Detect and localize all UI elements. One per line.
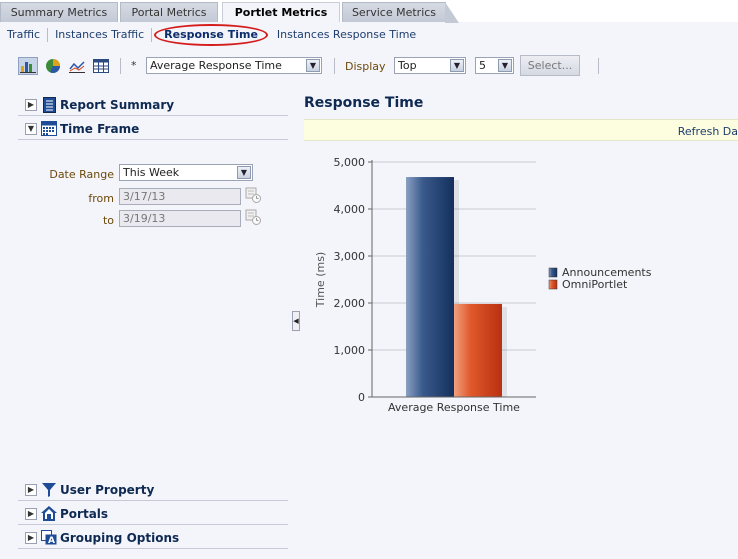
tab-portlet-metrics[interactable]: Portlet Metrics bbox=[222, 2, 340, 22]
grouping-options-header[interactable]: ▶ A Grouping Options bbox=[18, 527, 288, 549]
y-tick-label: 5,000 bbox=[334, 156, 366, 169]
y-tick-label: 3,000 bbox=[334, 250, 366, 263]
line-chart-icon[interactable] bbox=[67, 57, 87, 75]
toolbar-divider bbox=[334, 58, 335, 74]
svg-text:A: A bbox=[48, 536, 55, 545]
report-summary-header[interactable]: ▶ Report Summary bbox=[18, 94, 288, 116]
bar-announcements bbox=[406, 177, 454, 397]
panel-splitter-handle[interactable]: ◀ bbox=[292, 311, 300, 331]
to-date-field[interactable]: 3/19/13 bbox=[119, 210, 241, 227]
portals-header[interactable]: ▶ Portals bbox=[18, 503, 288, 525]
pie-chart-icon[interactable] bbox=[43, 57, 63, 75]
chevron-down-icon: ▼ bbox=[306, 59, 320, 72]
tab-edge bbox=[445, 2, 459, 23]
user-property-title: User Property bbox=[60, 482, 155, 497]
from-label: from bbox=[88, 192, 114, 205]
time-frame-title: Time Frame bbox=[60, 121, 140, 136]
filter-icon bbox=[41, 482, 57, 498]
metric-select[interactable]: Average Response Time ▼ bbox=[146, 57, 322, 74]
legend-label: OmniPortlet bbox=[562, 278, 628, 291]
legend-swatch bbox=[548, 267, 558, 278]
date-picker-icon[interactable] bbox=[245, 209, 261, 225]
tab-label: Service Metrics bbox=[351, 6, 437, 19]
expand-icon[interactable]: ▶ bbox=[25, 531, 37, 544]
chevron-down-icon: ▼ bbox=[237, 166, 251, 179]
sub-navigation: Traffic Instances Traffic Response Time … bbox=[0, 24, 423, 46]
date-range-value: This Week bbox=[123, 166, 180, 179]
select-button[interactable]: Select... bbox=[520, 55, 580, 76]
toolbar-divider bbox=[120, 58, 121, 74]
chart-canvas: 0 1,000 2,000 3,000 4,000 5,000 Average Respon… bbox=[314, 156, 652, 414]
user-property-header[interactable]: ▶ User Property bbox=[18, 479, 288, 501]
subnav-instances-response-time[interactable]: Instances Response Time bbox=[276, 28, 417, 41]
subnav-response-time[interactable]: Response Time bbox=[154, 24, 268, 46]
metric-select-value: Average Response Time bbox=[150, 59, 282, 72]
legend-label: Announcements bbox=[562, 266, 652, 279]
date-range-select[interactable]: This Week ▼ bbox=[119, 164, 253, 181]
grouping-options-title: Grouping Options bbox=[60, 530, 180, 545]
from-date-field[interactable]: 3/17/13 bbox=[119, 188, 241, 205]
tab-portal-metrics[interactable]: Portal Metrics bbox=[120, 2, 218, 22]
x-tick-label: Average Response Time bbox=[388, 401, 520, 414]
subnav-traffic[interactable]: Traffic bbox=[0, 28, 49, 42]
report-summary-title: Report Summary bbox=[60, 97, 175, 112]
y-tick-label: 0 bbox=[358, 391, 365, 404]
tab-label: Portal Metrics bbox=[131, 6, 207, 19]
tab-service-metrics[interactable]: Service Metrics bbox=[342, 2, 459, 23]
y-axis-title: Time (ms) bbox=[314, 252, 327, 308]
chart-toolbar: * Average Response Time ▼ Display Top ▼ … bbox=[18, 55, 738, 77]
to-label: to bbox=[102, 214, 114, 227]
table-view-icon[interactable] bbox=[91, 57, 111, 75]
date-picker-icon[interactable] bbox=[245, 187, 261, 203]
select-button-label: Select... bbox=[527, 59, 573, 72]
page-title: Response Time bbox=[304, 95, 424, 111]
time-frame-header[interactable]: ▼ Time Frame bbox=[18, 118, 288, 140]
calendar-icon bbox=[41, 121, 57, 137]
from-date-value: 3/17/13 bbox=[123, 190, 166, 203]
display-select[interactable]: Top ▼ bbox=[394, 57, 466, 74]
y-tick-label: 1,000 bbox=[334, 344, 366, 357]
display-select-value: Top bbox=[398, 59, 417, 72]
top-tab-bar: Summary Metrics Portal Metrics Portlet M… bbox=[0, 0, 738, 23]
refresh-date-link[interactable]: Refresh Da bbox=[677, 125, 738, 138]
bar-chart-icon[interactable] bbox=[18, 57, 38, 75]
portal-icon bbox=[41, 506, 57, 522]
y-tick-label: 2,000 bbox=[334, 297, 366, 310]
expand-icon[interactable]: ▶ bbox=[25, 507, 37, 520]
report-icon bbox=[41, 96, 57, 113]
tab-label: Portlet Metrics bbox=[234, 6, 328, 19]
chevron-down-icon: ▼ bbox=[450, 59, 464, 72]
bar-omniportlet bbox=[454, 303, 502, 397]
display-label: Display bbox=[345, 60, 386, 73]
chevron-down-icon: ▼ bbox=[498, 59, 512, 72]
count-select-value: 5 bbox=[479, 59, 486, 72]
count-select[interactable]: 5 ▼ bbox=[475, 57, 514, 74]
tab-summary-metrics[interactable]: Summary Metrics bbox=[0, 2, 118, 22]
subnav-instances-traffic[interactable]: Instances Traffic bbox=[48, 28, 153, 42]
expand-icon[interactable]: ▶ bbox=[25, 98, 37, 111]
legend-swatch bbox=[548, 279, 558, 290]
portals-title: Portals bbox=[60, 506, 109, 521]
required-marker: * bbox=[131, 59, 137, 72]
grouping-icon: A bbox=[41, 530, 57, 546]
expand-icon[interactable]: ▶ bbox=[25, 483, 37, 496]
date-range-label: Date Range bbox=[49, 168, 114, 181]
tab-label: Summary Metrics bbox=[10, 6, 108, 19]
response-time-chart: 0 1,000 2,000 3,000 4,000 5,000 Average Respon… bbox=[304, 150, 738, 420]
to-date-value: 3/19/13 bbox=[123, 212, 166, 225]
refresh-bar: Refresh Da bbox=[304, 119, 738, 141]
collapse-icon[interactable]: ▼ bbox=[25, 122, 37, 135]
toolbar-divider bbox=[598, 58, 599, 74]
y-tick-label: 4,000 bbox=[334, 203, 366, 216]
